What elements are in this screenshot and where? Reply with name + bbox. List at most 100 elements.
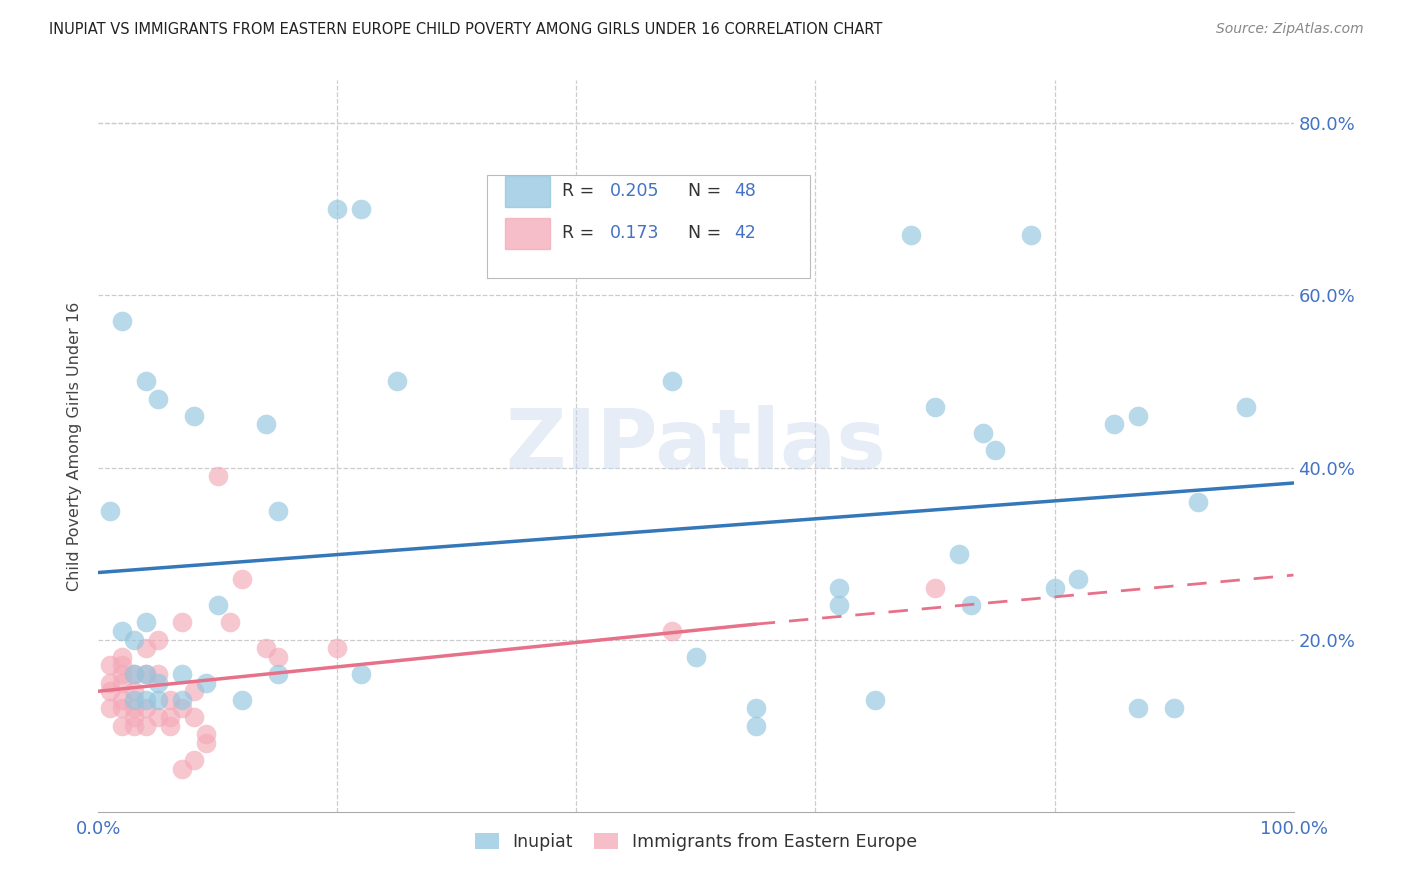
Point [219,615,242,630]
Point [172,762,194,776]
Bar [505,176,550,207]
Point [172,693,194,707]
Point [111,658,134,673]
Point [924,581,946,595]
Point [111,667,134,681]
Point [183,409,205,423]
Point [124,667,146,681]
Point [172,615,194,630]
Text: 0.205: 0.205 [610,183,659,201]
Point [159,693,181,707]
Point [195,736,218,750]
Point [135,701,157,715]
Point [865,693,887,707]
Point [159,710,181,724]
Point [124,719,146,733]
Point [960,598,983,612]
Point [183,753,205,767]
Point [148,710,170,724]
Point [254,641,277,656]
Point [135,615,157,630]
Point [267,667,290,681]
Text: N =: N = [688,183,727,201]
Point [1043,581,1066,595]
Text: 0.173: 0.173 [610,224,659,242]
Point [984,443,1007,458]
Text: N =: N = [688,224,727,242]
Point [1187,495,1209,509]
Text: 42: 42 [734,224,756,242]
Point [135,693,157,707]
Point [1128,701,1150,715]
Point [148,632,170,647]
Point [685,649,707,664]
Bar [505,218,550,249]
Point [183,710,205,724]
Point [124,693,146,707]
Point [124,701,146,715]
Point [231,693,253,707]
Point [972,426,994,441]
Point [231,573,253,587]
Point [1019,228,1042,243]
Point [900,228,922,243]
Point [135,641,157,656]
Point [98,503,122,517]
Text: R =: R = [562,183,600,201]
Point [948,547,970,561]
Point [124,667,146,681]
Point [661,375,683,389]
Point [111,719,134,733]
Point [124,710,146,724]
Point [661,624,683,638]
Point [98,675,122,690]
Y-axis label: Child Poverty Among Girls Under 16: Child Poverty Among Girls Under 16 [67,301,83,591]
Point [148,667,170,681]
Point [111,701,134,715]
Point [1128,409,1150,423]
Point [98,684,122,698]
Point [111,649,134,664]
Text: ZIPatlas: ZIPatlas [506,406,886,486]
Point [267,503,290,517]
Point [207,598,229,612]
Point [111,675,134,690]
Point [828,581,851,595]
Point [135,719,157,733]
Point [1104,417,1126,432]
Point [183,684,205,698]
Text: R =: R = [562,224,606,242]
Point [1067,573,1090,587]
Point [111,693,134,707]
Point [148,693,170,707]
Point [254,417,277,432]
Point [135,375,157,389]
Point [745,701,768,715]
Point [1163,701,1185,715]
Point [124,684,146,698]
Point [745,719,768,733]
Point [350,667,373,681]
Point [924,401,946,415]
Point [172,701,194,715]
Point [350,202,373,217]
Point [98,701,122,715]
Point [195,675,218,690]
Point [135,667,157,681]
Point [124,632,146,647]
Point [111,314,134,328]
Legend: Inupiat, Immigrants from Eastern Europe: Inupiat, Immigrants from Eastern Europe [468,826,924,858]
Point [1234,401,1257,415]
Text: INUPIAT VS IMMIGRANTS FROM EASTERN EUROPE CHILD POVERTY AMONG GIRLS UNDER 16 COR: INUPIAT VS IMMIGRANTS FROM EASTERN EUROP… [49,22,883,37]
Text: 48: 48 [734,183,756,201]
Point [267,649,290,664]
Point [828,598,851,612]
Point [135,667,157,681]
Point [148,392,170,406]
Point [148,675,170,690]
Point [195,727,218,741]
Point [172,667,194,681]
Point [326,641,349,656]
Point [207,469,229,483]
Point [98,658,122,673]
